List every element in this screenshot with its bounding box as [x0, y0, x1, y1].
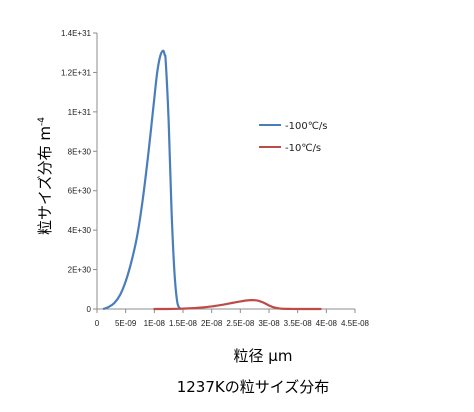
- x-tick-label: 2.5E-08: [226, 319, 255, 328]
- y-axis-title: 粒サイズ分布 m-4: [36, 117, 54, 235]
- y-tick-label: 1.4E+31: [61, 29, 92, 38]
- legend: -100℃/s -10℃/s: [259, 121, 328, 154]
- x-tick-label: 3.5E-08: [284, 319, 313, 328]
- plot-area: 0 5E-09 1E-08 1.5E-08 2E-08 2.5E-08 3E-08 3.5E-…: [61, 29, 370, 328]
- y-tick-label: 2E+30: [68, 266, 92, 275]
- y-ticks: 0 2E+30 4E+30 6E+30 8E+30 1E+31 1.2E+31 1.4E+31: [61, 29, 97, 314]
- x-axis-title: 粒径 μm: [234, 347, 293, 365]
- x-tick-label: 2E-08: [201, 319, 223, 328]
- x-tick-label: 5E-09: [115, 319, 137, 328]
- x-tick-label: 4E-08: [316, 319, 338, 328]
- y-axis-title-superscript: -4: [37, 117, 47, 126]
- y-tick-label: 4E+30: [68, 226, 92, 235]
- series-line-1: [153, 299, 322, 311]
- legend-label-1: -10℃/s: [285, 143, 321, 154]
- series-layer: [102, 49, 322, 311]
- x-tick-label: 3E-08: [258, 319, 280, 328]
- y-tick-label: 1.2E+31: [61, 68, 92, 77]
- x-tick-label: 4.5E-08: [341, 319, 370, 328]
- x-ticks: 0 5E-09 1E-08 1.5E-08 2E-08 2.5E-08 3E-08 3.5E-…: [95, 309, 370, 328]
- x-tick-label: 0: [95, 319, 100, 328]
- y-tick-label: 0: [87, 305, 92, 314]
- legend-label-0: -100℃/s: [285, 121, 328, 132]
- y-axis-title-text: 粒サイズ分布 m: [36, 126, 54, 235]
- x-tick-label: 1E-08: [144, 319, 166, 328]
- y-tick-label: 8E+30: [68, 147, 92, 156]
- y-tick-label: 1E+31: [68, 108, 92, 117]
- y-tick-label: 6E+30: [68, 187, 92, 196]
- series-line-0: [102, 49, 182, 310]
- x-tick-label: 1.5E-08: [169, 319, 198, 328]
- chart-caption: 1237Kの粒サイズ分布: [177, 378, 330, 396]
